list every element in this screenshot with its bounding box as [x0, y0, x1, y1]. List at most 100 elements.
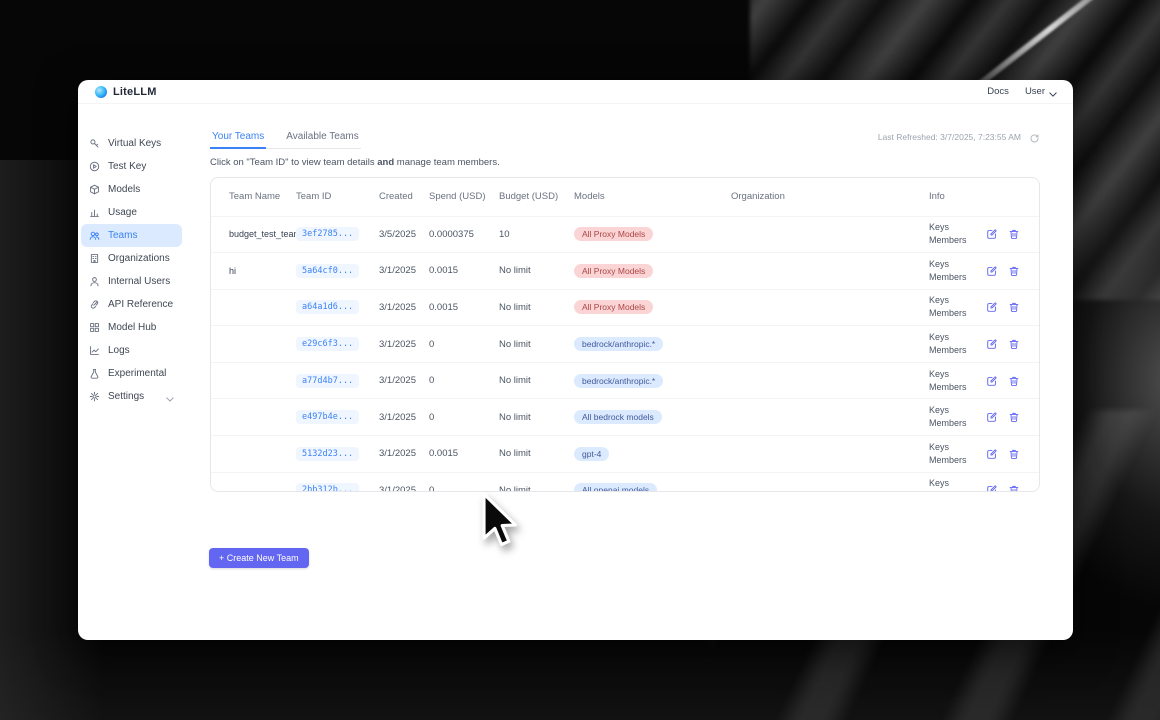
sidebar-item-teams[interactable]: Teams [81, 224, 182, 247]
models-badge: All Proxy Models [574, 263, 654, 278]
edit-team-icon[interactable] [986, 375, 998, 387]
sidebar-item-test-key[interactable]: Test Key [81, 155, 182, 178]
spend-cell: 0.0015 [429, 265, 459, 277]
budget-cell: No limit [499, 411, 531, 423]
column-header: Created [379, 191, 413, 202]
edit-team-icon[interactable] [986, 484, 998, 491]
delete-team-icon[interactable] [1008, 448, 1020, 460]
column-header: Team ID [296, 191, 332, 202]
info-members: Members [929, 271, 967, 282]
spend-cell: 0.0000375 [429, 228, 474, 240]
info-members: Members [929, 345, 967, 356]
column-header: Info [929, 191, 945, 202]
column-header: Organization [731, 191, 785, 202]
edit-team-icon[interactable] [986, 411, 998, 423]
sidebar-item-label: Logs [108, 345, 130, 356]
team-name-cell: budget_test_team [229, 229, 302, 240]
delete-team-icon[interactable] [1008, 484, 1020, 491]
info-cell: Keys Members [929, 368, 986, 394]
info-keys: Keys [929, 368, 950, 379]
team-id-link[interactable]: e497b4e... [296, 410, 360, 425]
last-refreshed-text: Last Refreshed: 3/7/2025, 7:23:55 AM [877, 131, 1021, 142]
sidebar-item-label: Internal Users [108, 276, 171, 287]
sidebar-item-model-hub[interactable]: Model Hub [81, 316, 182, 339]
column-header: Team Name [229, 191, 281, 202]
team-id-link[interactable]: 2bb312b... [296, 483, 360, 491]
sidebar-item-virtual-keys[interactable]: Virtual Keys [81, 132, 182, 155]
sidebar-item-api-reference[interactable]: API Reference [81, 293, 182, 316]
sidebar-item-label: Test Key [108, 161, 147, 172]
info-cell: Keys Members [929, 258, 986, 284]
last-refreshed-row: Last Refreshed: 3/7/2025, 7:23:55 AM [877, 131, 1040, 143]
user-menu-label: User [1024, 86, 1045, 97]
table-header-row: Team Name Team ID Created Spend (USD) Budget… [211, 178, 1039, 216]
app-body: Virtual Keys Test Key Models Usage Teams Orga… [78, 104, 1073, 640]
tab-bar: Your Teams Available Teams [210, 131, 361, 149]
table-row: budget_test_team 3ef2785... 3/5/2025 0.0000… [211, 215, 1039, 253]
sidebar-item-label: Virtual Keys [108, 138, 162, 149]
edit-team-icon[interactable] [986, 265, 998, 277]
edit-team-icon[interactable] [986, 338, 998, 350]
user-menu[interactable]: User [1025, 86, 1057, 97]
delete-team-icon[interactable] [1008, 301, 1020, 313]
row-actions [986, 301, 1039, 313]
info-members: Members [929, 308, 967, 319]
internal-users-icon [89, 276, 100, 287]
sidebar-item-usage[interactable]: Usage [81, 201, 182, 224]
tab-available-teams[interactable]: Available Teams [286, 131, 359, 142]
info-keys: Keys [929, 478, 950, 489]
info-cell: Keys Members [929, 221, 986, 247]
sidebar-item-organizations[interactable]: Organizations [81, 247, 182, 270]
team-id-link[interactable]: 5a64cf0... [296, 263, 360, 278]
edit-team-icon[interactable] [986, 448, 998, 460]
main-content: Your Teams Available Teams Last Refreshe… [208, 104, 1073, 640]
team-name-cell: hi [229, 265, 237, 276]
table-row: e29c6f3... 3/1/2025 0 No limit bedrock/anthr… [211, 325, 1039, 362]
table-body: budget_test_team 3ef2785... 3/5/2025 0.0000… [211, 215, 1039, 491]
description-pre: Click on "Team ID" to view team details [210, 156, 378, 168]
models-badge: bedrock/anthropic.* [574, 337, 664, 352]
logs-icon [89, 345, 100, 356]
models-badge: gpt-4 [574, 446, 610, 461]
sidebar-item-logs[interactable]: Logs [81, 339, 182, 362]
edit-team-icon[interactable] [986, 301, 998, 313]
tab-your-teams[interactable]: Your Teams [210, 131, 267, 149]
info-keys: Keys [929, 222, 950, 233]
budget-cell: No limit [499, 265, 531, 277]
info-members: Members [929, 235, 967, 246]
created-cell: 3/1/2025 [379, 338, 416, 350]
row-actions [986, 484, 1039, 491]
row-actions [986, 338, 1039, 350]
team-id-link[interactable]: 5132d23... [296, 446, 360, 461]
delete-team-icon[interactable] [1008, 375, 1020, 387]
created-cell: 3/1/2025 [379, 375, 416, 387]
sidebar-item-settings[interactable]: Settings [81, 385, 182, 408]
sidebar-item-experimental[interactable]: Experimental [81, 362, 184, 385]
models-badge: All openai models [574, 483, 658, 491]
test-key-icon [89, 161, 100, 172]
team-id-link[interactable]: 3ef2785... [296, 227, 360, 242]
delete-team-icon[interactable] [1008, 228, 1020, 240]
budget-cell: No limit [499, 448, 531, 460]
delete-team-icon[interactable] [1008, 411, 1020, 423]
background-glow-bottom [0, 630, 1160, 720]
delete-team-icon[interactable] [1008, 265, 1020, 277]
table-row: 5132d23... 3/1/2025 0.0015 No limit gpt-4 Key… [211, 435, 1039, 472]
row-actions [986, 375, 1039, 387]
created-cell: 3/1/2025 [379, 301, 416, 313]
delete-team-icon[interactable] [1008, 338, 1020, 350]
mouse-cursor [478, 492, 518, 548]
docs-link[interactable]: Docs [987, 86, 1009, 97]
team-id-link[interactable]: e29c6f3... [296, 337, 360, 352]
team-id-link[interactable]: a64a1d6... [296, 300, 360, 315]
sidebar-item-internal-users[interactable]: Internal Users [81, 270, 182, 293]
refresh-icon[interactable] [1029, 131, 1040, 143]
info-keys: Keys [929, 441, 950, 452]
spend-cell: 0 [429, 411, 435, 423]
edit-team-icon[interactable] [986, 228, 998, 240]
sidebar-item-models[interactable]: Models [81, 178, 182, 201]
team-id-link[interactable]: a77d4b7... [296, 373, 360, 388]
info-cell: Keys Members [929, 441, 986, 467]
models-badge: All Proxy Models [574, 227, 654, 242]
create-new-team-button[interactable]: + Create New Team [209, 548, 309, 568]
